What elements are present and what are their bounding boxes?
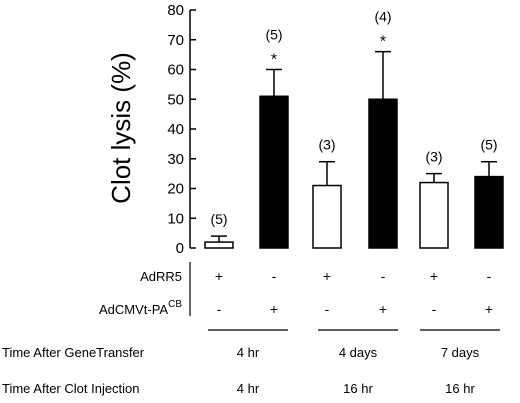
n-label: (3) — [318, 137, 335, 153]
bar — [259, 95, 289, 249]
row-label-adrr5: AdRR5 — [140, 269, 182, 284]
significance-marker: * — [380, 34, 386, 51]
treatment-table: AdRR5 AdCMVt-PACB + - + - + - - + - + - + Time After G… — [2, 262, 500, 396]
gene-transfer-time: 4 hr — [237, 345, 260, 360]
row-label-adcmvt-main: AdCMVt-PA — [99, 302, 168, 317]
row-label-adcmvt-superscript: CB — [168, 299, 182, 310]
time-after-gene-transfer-label: Time After GeneTransfer — [2, 345, 145, 360]
clot-injection-time: 16 hr — [445, 381, 475, 396]
adrr5-sign: + — [323, 268, 331, 284]
time-after-clot-injection-label: Time After Clot Injection — [2, 381, 140, 396]
y-tick-label: 10 — [167, 210, 184, 227]
significance-marker: * — [271, 52, 277, 69]
y-tick-label: 50 — [167, 91, 184, 108]
n-label: (3) — [425, 149, 442, 165]
y-axis-label: Clot lysis (%) — [106, 52, 136, 204]
y-tick-label: 40 — [167, 121, 184, 138]
adcmvt-sign: - — [217, 301, 222, 317]
y-axis: 0 10 20 30 40 50 60 70 80 Clot lysis (%) — [106, 2, 196, 257]
row-label-adcmvt: AdCMVt-PACB — [99, 299, 182, 317]
n-label: (5) — [480, 137, 497, 153]
bars: (5) * (5) (3) * (4) (3) (5) — [204, 9, 504, 249]
adcmvt-sign: + — [485, 301, 493, 317]
y-tick-label: 30 — [167, 151, 184, 168]
bar — [419, 181, 449, 249]
gene-transfer-time: 4 days — [339, 345, 378, 360]
bar — [204, 241, 234, 249]
adrr5-sign: + — [430, 268, 438, 284]
adrr5-sign: - — [272, 268, 277, 284]
bar — [474, 175, 504, 249]
y-tick-label: 60 — [167, 62, 184, 79]
adrr5-sign: - — [487, 268, 492, 284]
bar — [368, 98, 398, 249]
y-tick-label: 20 — [167, 181, 184, 198]
clot-injection-time: 16 hr — [343, 381, 373, 396]
n-label: (5) — [210, 211, 227, 227]
gene-transfer-time: 7 days — [441, 345, 480, 360]
adrr5-sign: + — [215, 268, 223, 284]
y-tick-label: 80 — [167, 2, 184, 19]
y-tick-label: 0 — [176, 240, 184, 257]
bar — [312, 184, 342, 249]
n-label: (4) — [374, 9, 391, 25]
adcmvt-sign: + — [270, 301, 278, 317]
adcmvt-sign: + — [379, 301, 387, 317]
n-label: (5) — [265, 27, 282, 43]
clot-injection-time: 4 hr — [237, 381, 260, 396]
adcmvt-sign: - — [432, 301, 437, 317]
y-tick-label: 70 — [167, 32, 184, 49]
adcmvt-sign: - — [325, 301, 330, 317]
adrr5-sign: - — [381, 268, 386, 284]
